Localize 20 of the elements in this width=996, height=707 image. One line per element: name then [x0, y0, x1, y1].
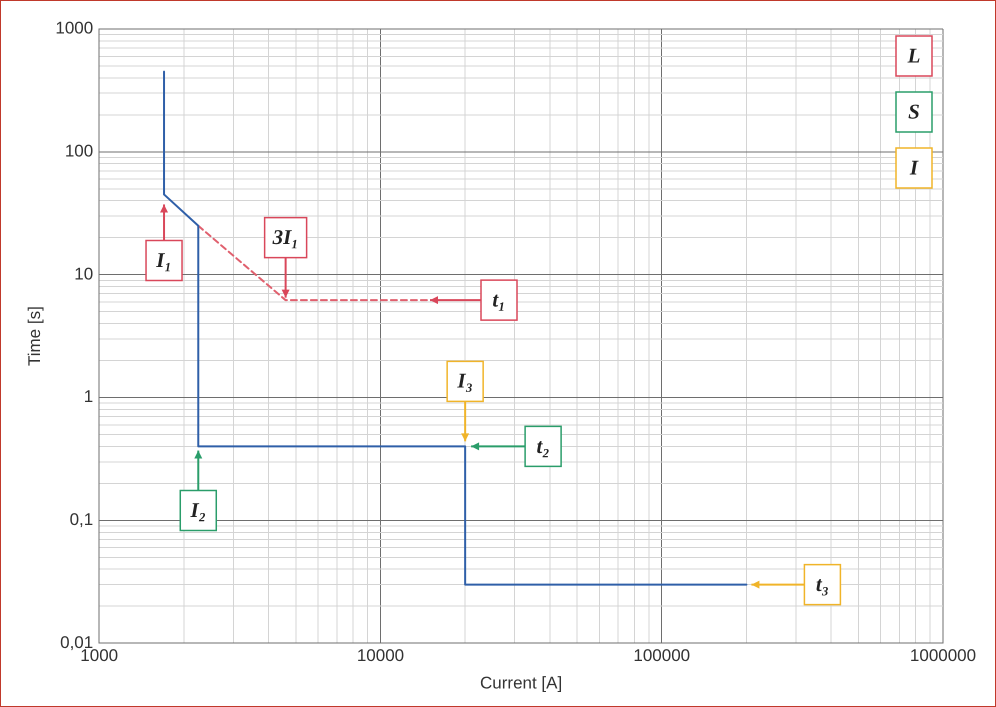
annotation: t₁: [492, 288, 506, 312]
annotation: S: [908, 99, 920, 124]
y-tick-label: 1: [84, 387, 94, 406]
x-tick-label: 1000000: [910, 646, 976, 666]
annotation: t₃: [816, 572, 829, 596]
y-axis-title: Time [s]: [24, 306, 44, 366]
annotation: t₂: [536, 434, 550, 458]
annotation: L: [906, 43, 920, 68]
annotation: I₁: [155, 248, 172, 272]
annotation: I: [908, 155, 919, 180]
y-tick-label: 10: [74, 264, 94, 284]
y-tick-label: 0,1: [70, 510, 94, 530]
y-tick-label: 1000: [55, 18, 94, 38]
y-tick-label: 100: [64, 142, 94, 161]
x-tick-label: 100000: [633, 646, 690, 666]
annotation: 3I₁: [272, 225, 299, 250]
x-tick-label: 10000: [356, 646, 404, 666]
annotation: I₃: [456, 368, 473, 393]
x-axis-title: Current [A]: [480, 673, 562, 692]
annotation: I₂: [190, 498, 206, 522]
